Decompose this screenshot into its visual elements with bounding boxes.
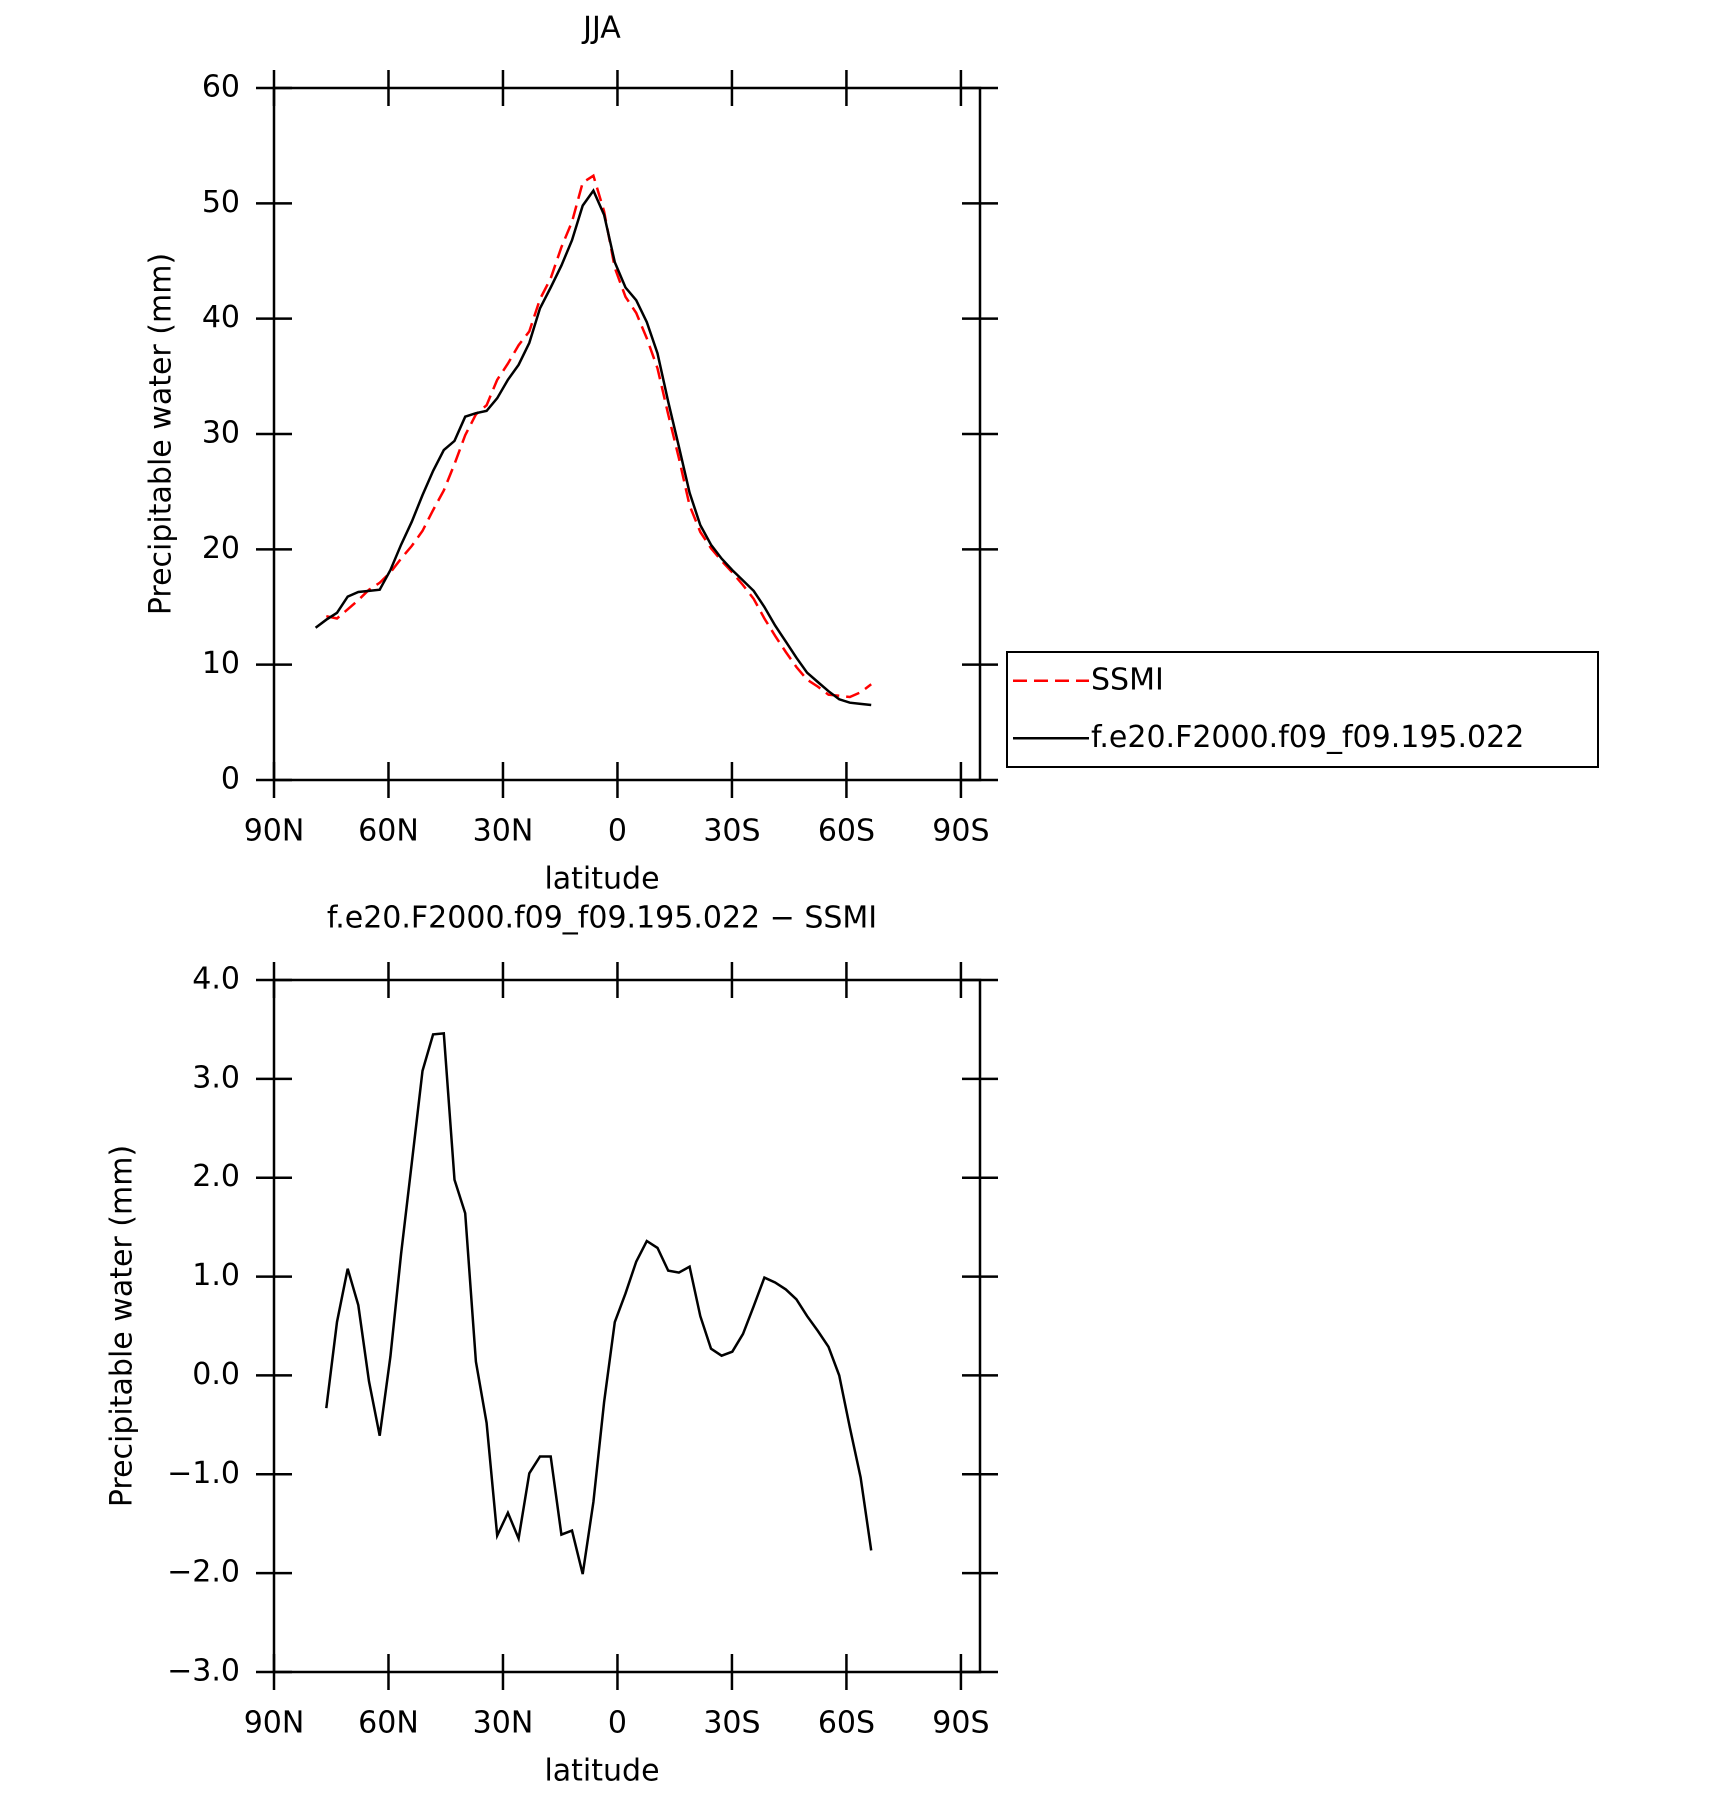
x-axis-label: latitude [544, 1754, 659, 1789]
plot-frame [272, 86, 982, 782]
y-tick-label: 30 [202, 416, 240, 451]
y-tick-label: 3.0 [192, 1060, 240, 1095]
x-tick-label: 30S [703, 814, 760, 849]
chart-title: JJA [581, 11, 621, 46]
y-tick-label: 1.0 [192, 1258, 240, 1293]
y-tick-label: 4.0 [192, 962, 240, 997]
x-tick-label: 0 [608, 814, 627, 849]
legend-box [1006, 651, 1599, 768]
x-tick-label: 60N [358, 814, 419, 849]
y-tick-label: −1.0 [167, 1456, 240, 1491]
x-tick-label: 60N [358, 1706, 419, 1741]
plot-frame [272, 978, 982, 1674]
y-tick-label: 60 [202, 70, 240, 105]
y-tick-label: −3.0 [167, 1654, 240, 1689]
x-axis-label: latitude [544, 862, 659, 897]
y-axis-label: Precipitable water (mm) [144, 253, 179, 615]
x-tick-label: 30N [473, 1706, 534, 1741]
x-tick-label: 90S [932, 814, 989, 849]
legend-label: f.e20.F2000.f09_f09.195.022 [1091, 720, 1524, 755]
x-tick-label: 30S [703, 1706, 760, 1741]
y-tick-label: 2.0 [192, 1159, 240, 1194]
data-line [326, 173, 872, 699]
x-tick-label: 30N [473, 814, 534, 849]
x-tick-label: 90S [932, 1706, 989, 1741]
data-line [325, 1032, 873, 1575]
x-tick-label: 60S [818, 814, 875, 849]
x-tick-label: 90N [244, 814, 305, 849]
y-tick-label: 10 [202, 646, 240, 681]
x-tick-label: 0 [608, 1706, 627, 1741]
legend-label: SSMI [1091, 662, 1164, 697]
y-tick-label: 0 [221, 762, 240, 797]
y-tick-label: 50 [202, 185, 240, 220]
chart-title: f.e20.F2000.f09_f09.195.022 − SSMI [327, 901, 877, 936]
y-tick-label: 20 [202, 531, 240, 566]
y-axis-label: Precipitable water (mm) [105, 1145, 140, 1507]
y-tick-label: 0.0 [192, 1357, 240, 1392]
y-tick-label: −2.0 [167, 1555, 240, 1590]
x-tick-label: 90N [244, 1706, 305, 1741]
y-tick-label: 40 [202, 300, 240, 335]
x-tick-label: 60S [818, 1706, 875, 1741]
data-line [314, 188, 872, 707]
